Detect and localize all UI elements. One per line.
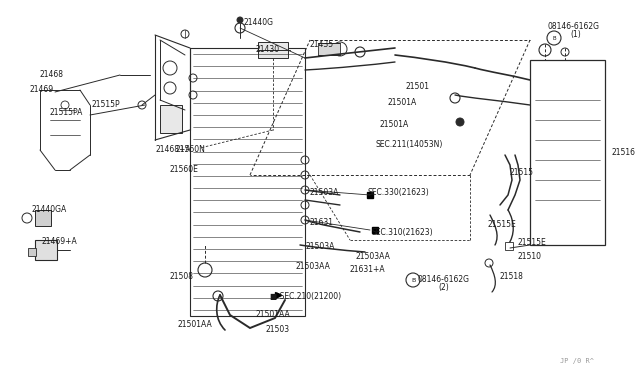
Bar [28,248,36,256]
Text: B: B [552,35,556,41]
Bar [160,105,182,133]
Bar [258,42,288,58]
Text: 21515P: 21515P [92,100,120,109]
Text: 21469+A: 21469+A [42,237,77,246]
Text: (1): (1) [570,30,580,39]
Text: 21503AA: 21503AA [295,262,330,271]
Text: 21515E: 21515E [518,238,547,247]
Text: 21508: 21508 [170,272,194,281]
Text: SEC.310(21623): SEC.310(21623) [372,228,434,237]
Text: 21469: 21469 [30,85,54,94]
Bar [35,210,51,226]
Text: 21515E: 21515E [487,220,516,229]
Text: 21518: 21518 [500,272,524,281]
Text: 21503A: 21503A [310,188,339,197]
Bar [318,43,340,55]
Text: 21560N: 21560N [175,145,205,154]
Text: 21468: 21468 [40,70,64,79]
Text: 21440GA: 21440GA [32,205,67,214]
Text: 21515PA: 21515PA [50,108,83,117]
Text: 21501: 21501 [405,82,429,91]
Text: 21501A: 21501A [380,120,409,129]
Circle shape [456,118,464,126]
Text: (2): (2) [438,283,449,292]
Text: B: B [411,278,415,282]
Text: 21515: 21515 [510,168,534,177]
Text: ■ SEC.210(21200): ■ SEC.210(21200) [270,292,341,301]
Bar [530,60,605,245]
Text: 21560E: 21560E [170,165,199,174]
Bar [190,48,305,316]
Text: 21440G: 21440G [244,18,274,27]
Text: SEC.211(14053N): SEC.211(14053N) [375,140,442,149]
Text: 21468+A: 21468+A [155,145,191,154]
Text: 21503AA: 21503AA [355,252,390,261]
Circle shape [237,17,243,23]
Text: 21501AA: 21501AA [178,320,212,329]
Text: 21631+A: 21631+A [350,265,386,274]
Text: 21510: 21510 [518,252,542,261]
Text: JP /0 R^: JP /0 R^ [560,358,594,364]
Text: 08146-6162G: 08146-6162G [418,275,470,284]
Text: 21503A: 21503A [305,242,334,251]
Text: 21501AA: 21501AA [255,310,290,319]
Text: 21435: 21435 [310,40,334,49]
Bar [505,242,513,250]
Text: 21503: 21503 [265,325,289,334]
Text: 21516: 21516 [612,148,636,157]
Bar [35,240,57,260]
Text: SEC.330(21623): SEC.330(21623) [368,188,429,197]
Text: 21501A: 21501A [388,98,417,107]
Text: 08146-6162G: 08146-6162G [548,22,600,31]
Text: 21631: 21631 [310,218,334,227]
Text: 21430: 21430 [255,45,279,54]
